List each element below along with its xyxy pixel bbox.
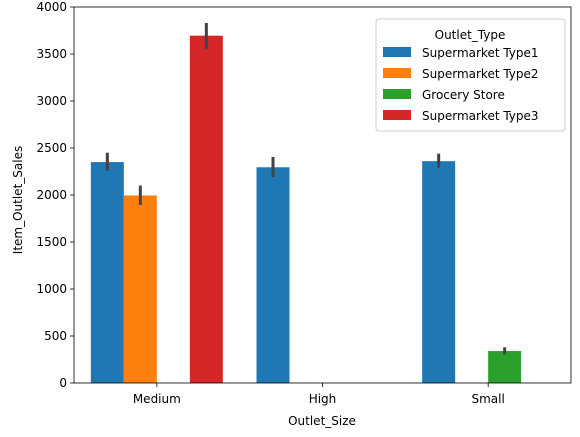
y-tick-label: 3500 xyxy=(36,47,67,61)
legend-swatch xyxy=(383,89,411,99)
x-tick-label: High xyxy=(309,392,337,406)
legend-frame xyxy=(375,18,566,132)
bar xyxy=(488,351,522,383)
bar xyxy=(256,167,290,383)
x-tick-label: Small xyxy=(472,392,505,406)
legend-swatch xyxy=(383,47,411,57)
legend: Outlet_Type Supermarket Type1Supermarket… xyxy=(375,18,566,132)
y-tick-label: 3000 xyxy=(36,94,67,108)
bars-layer xyxy=(90,35,522,384)
y-tick-label: 500 xyxy=(44,329,67,343)
legend-label: Grocery Store xyxy=(422,88,505,102)
y-tick-label: 1000 xyxy=(36,282,67,296)
axes-layer: 0 500 1000 1500 2000 2500 3000 3500 4000 Medium Hi… xyxy=(36,0,572,406)
legend-label: Supermarket Type1 xyxy=(422,46,539,60)
y-tick-label: 2500 xyxy=(36,141,67,155)
y-tick-label: 2000 xyxy=(36,188,67,202)
y-tick-label: 4000 xyxy=(36,0,67,14)
legend-items: Supermarket Type1 Supermarket Type2 Grocer… xyxy=(383,46,539,123)
legend-label: Supermarket Type2 xyxy=(422,67,539,81)
legend-title: Outlet_Type xyxy=(435,28,506,42)
bar xyxy=(422,161,456,383)
y-tick-label: 1500 xyxy=(36,235,67,249)
y-tick-label: 0 xyxy=(59,376,67,390)
error-bars-layer xyxy=(105,22,507,355)
y-axis-label: Item_Outlet_Sales xyxy=(11,146,25,254)
legend-label: Supermarket Type3 xyxy=(422,109,539,123)
bar xyxy=(123,195,157,383)
x-tick-label: Medium xyxy=(133,392,181,406)
bar xyxy=(90,162,124,383)
legend-swatch xyxy=(383,110,411,120)
bar xyxy=(189,35,223,384)
legend-swatch xyxy=(383,68,411,78)
x-axis-label: Outlet_Size xyxy=(288,414,356,428)
